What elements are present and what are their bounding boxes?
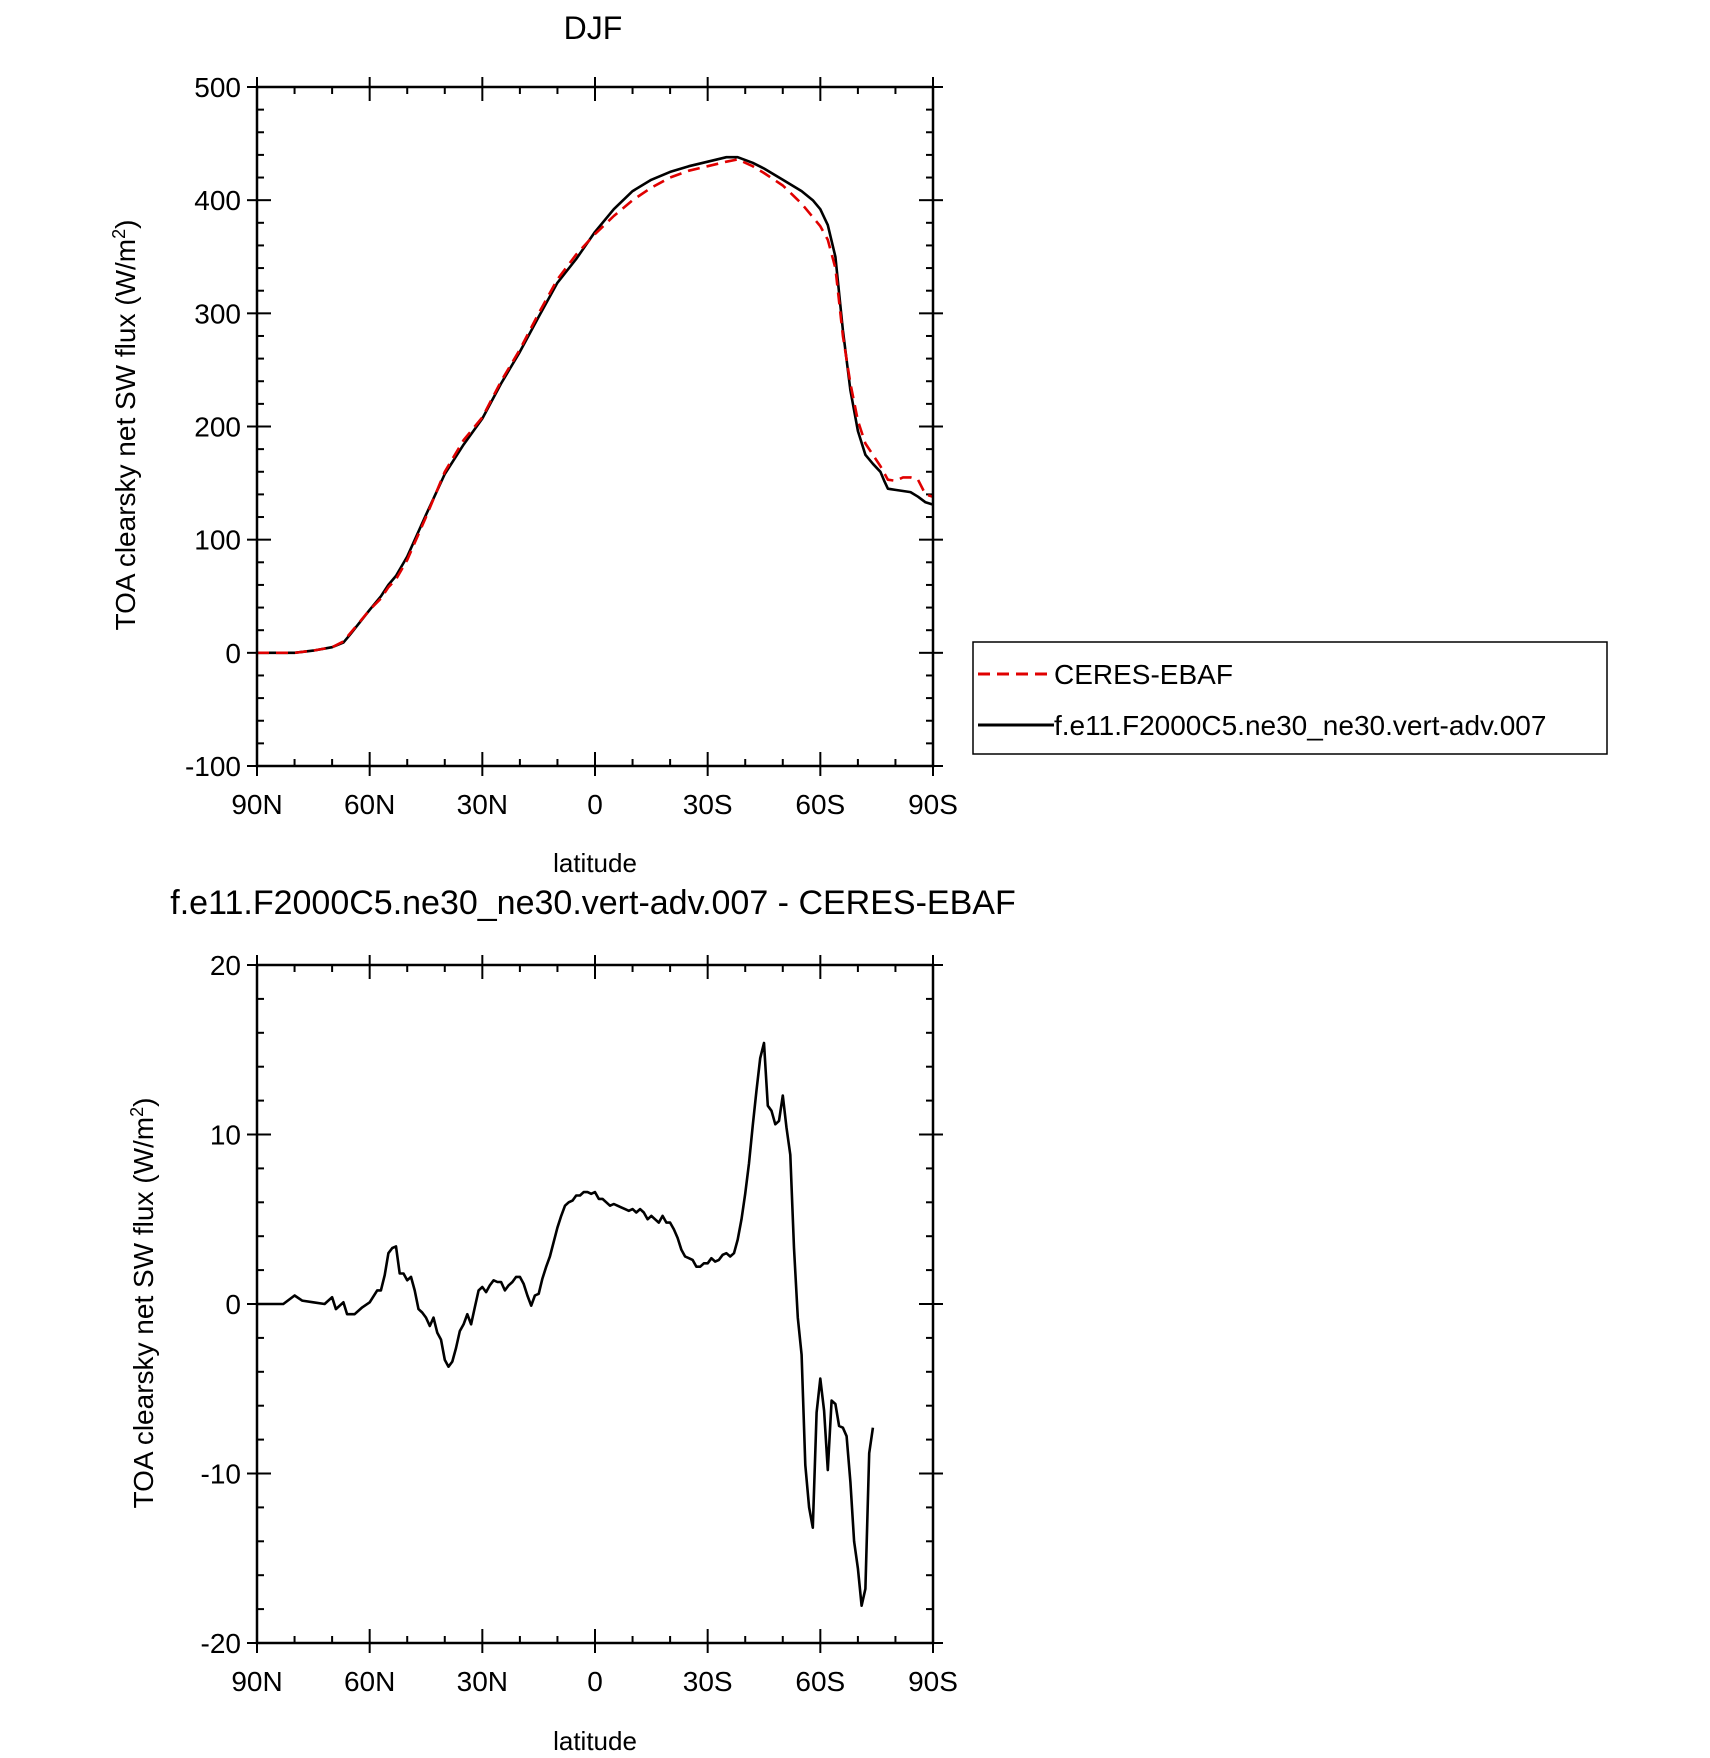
panel-top-ytick-label: 400 (194, 185, 241, 216)
panel-bottom-ytick-label: 0 (225, 1289, 241, 1320)
panel-top-ticks (247, 77, 943, 776)
legend: CERES-EBAF f.e11.F2000C5.ne30_ne30.vert-… (972, 641, 1608, 755)
panel-top-ylabel-superscript: 2 (109, 229, 129, 239)
panel-bottom-xtick-label: 60N (344, 1666, 395, 1697)
panel-top-xtick-labels: 90N 60N 30N 0 30S 60S 90S (231, 789, 958, 820)
panel-bottom-title: f.e11.F2000C5.ne30_ne30.vert-adv.007 - C… (170, 884, 1015, 922)
panel-top-series-line-1 (257, 155, 934, 655)
panel-bottom-xtick-label: 90N (231, 1666, 282, 1697)
panel-bottom: f.e11.F2000C5.ne30_ne30.vert-adv.007 - C… (127, 884, 1016, 1756)
panel-bottom-xtick-label: 0 (587, 1666, 603, 1697)
panel-top-ylabel-text: TOA clearsky net SW flux (W/m (110, 239, 141, 631)
panel-bottom-ytick-label: -10 (201, 1459, 241, 1490)
panel-bottom-xtick-label: 90S (908, 1666, 958, 1697)
panel-top-xtick-label: 0 (587, 789, 603, 820)
panel-bottom-xtick-labels: 90N 60N 30N 0 30S 60S 90S (231, 1666, 958, 1697)
panel-top-xtick-label: 60N (344, 789, 395, 820)
legend-label-ceres: CERES-EBAF (1054, 659, 1233, 690)
panel-bottom-xlabel: latitude (553, 1726, 637, 1756)
legend-label-model: f.e11.F2000C5.ne30_ne30.vert-adv.007 (1054, 710, 1546, 741)
panel-top-plot-frame (255, 85, 935, 768)
panel-bottom-ytick-label: 10 (210, 1120, 241, 1151)
panel-top-xlabel: latitude (553, 848, 637, 878)
panel-top-ytick-label: 200 (194, 412, 241, 443)
panel-top-title: DJF (564, 10, 623, 46)
panel-top-ytick-label: 0 (225, 638, 241, 669)
panel-top: DJF -100 0 100 200 300 400 500 90N 60N 30N 0 30S 60… (109, 10, 1608, 878)
panel-bottom-plot-frame (255, 963, 935, 1645)
panel-top-ylabel: TOA clearsky net SW flux (W/m2) (109, 220, 141, 631)
panel-top-xtick-label: 30N (457, 789, 508, 820)
panel-top-ytick-label: 300 (194, 298, 241, 329)
panel-top-xtick-label: 90S (908, 789, 958, 820)
panel-top-xtick-label: 90N (231, 789, 282, 820)
panel-bottom-ylabel-close: ) (128, 1098, 159, 1107)
panel-top-ytick-label: 100 (194, 525, 241, 556)
panel-top-ytick-labels: -100 0 100 200 300 400 500 (185, 72, 241, 782)
panel-top-ylabel-close: ) (110, 220, 141, 229)
panel-bottom-xtick-label: 60S (795, 1666, 845, 1697)
panel-bottom-series (257, 1041, 875, 1607)
panel-bottom-ylabel-text: TOA clearsky net SW flux (W/m (128, 1117, 159, 1509)
panel-bottom-xtick-label: 30S (683, 1666, 733, 1697)
panel-top-series-line-0 (257, 158, 934, 655)
panel-bottom-ylabel-superscript: 2 (127, 1107, 147, 1117)
panel-top-xtick-label: 60S (795, 789, 845, 820)
panel-bottom-ytick-labels: -20 -10 0 10 20 (201, 950, 241, 1659)
panel-bottom-ylabel: TOA clearsky net SW flux (W/m2) (127, 1098, 159, 1509)
panel-top-ytick-label: 500 (194, 72, 241, 103)
legend-frame (972, 641, 1608, 755)
panel-bottom-series-line-0 (257, 1041, 875, 1607)
panel-bottom-ytick-label: 20 (210, 950, 241, 981)
panel-top-ytick-label: -100 (185, 751, 241, 782)
panel-top-xtick-label: 30S (683, 789, 733, 820)
panel-bottom-ticks (247, 955, 943, 1653)
panel-bottom-xtick-label: 30N (457, 1666, 508, 1697)
panel-bottom-ytick-label: -20 (201, 1628, 241, 1659)
panel-top-series (257, 155, 934, 655)
